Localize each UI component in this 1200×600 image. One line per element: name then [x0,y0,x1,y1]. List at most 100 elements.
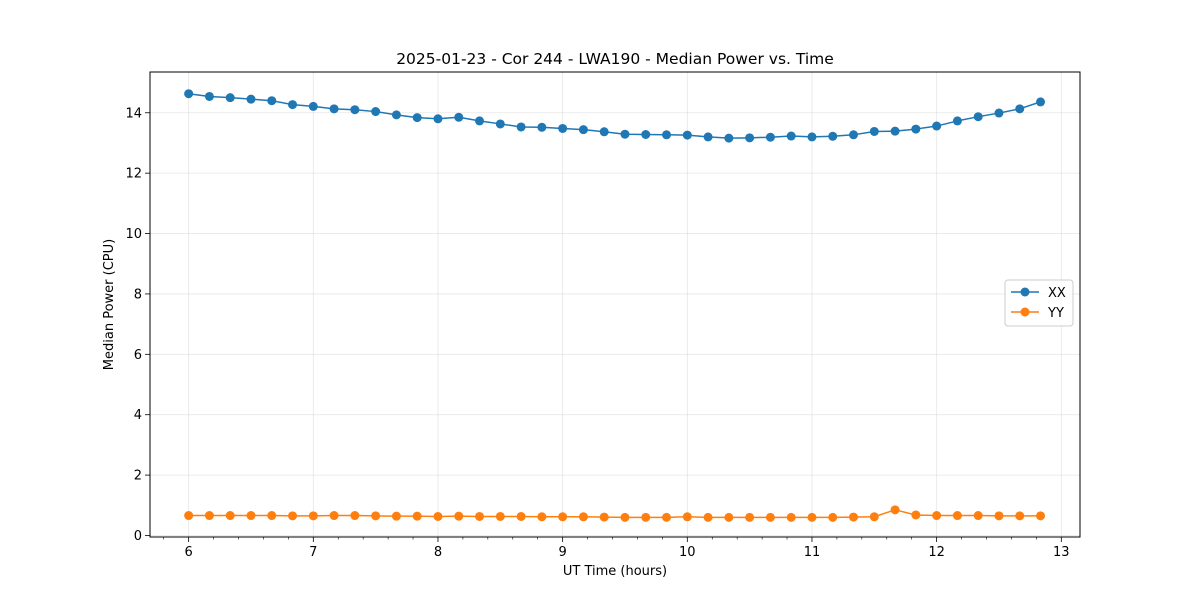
y-tick-label: 2 [134,469,142,484]
data-point-yy [578,512,588,522]
data-point-xx [204,91,214,101]
data-point-yy [1015,511,1025,521]
data-point-yy [558,512,568,522]
y-tick-label: 8 [134,287,142,302]
legend-label-yy: YY [1047,306,1064,321]
x-tick-label: 10 [679,545,696,560]
data-point-xx [225,93,235,103]
data-point-xx [786,131,796,141]
data-point-yy [412,511,422,521]
data-point-xx [516,122,526,132]
data-point-yy [350,511,360,521]
y-axis-label: Median Power (CPU) [102,239,117,370]
plot-frame [149,71,1081,538]
data-point-xx [807,132,817,142]
data-point-xx [952,116,962,126]
data-point-xx [994,108,1004,118]
data-point-xx [932,121,942,131]
data-point-xx [828,131,838,141]
data-point-yy [225,511,235,521]
data-point-yy [952,511,962,521]
data-point-yy [516,511,526,521]
data-point-xx [1015,104,1025,114]
x-tick-label: 13 [1053,545,1070,560]
data-point-yy [246,511,256,521]
x-tick-label: 8 [434,545,442,560]
data-point-yy [890,505,900,515]
axis-ticks: 6 7 8 9 10 11 12 13 0 2 4 6 8 10 12 14 [125,106,1069,560]
data-point-xx [537,122,547,132]
data-point-xx [329,104,339,114]
data-point-yy [662,512,672,522]
y-tick-label: 10 [125,227,142,242]
y-tick-label: 14 [125,106,142,121]
data-point-yy [786,512,796,522]
data-point-xx [288,100,298,110]
data-point-yy [932,511,942,521]
data-point-xx [724,133,734,143]
data-point-xx [849,130,859,140]
data-point-yy [641,512,651,522]
data-point-xx [267,96,277,106]
data-point-xx [558,123,568,133]
data-point-yy [994,511,1004,521]
data-point-xx [578,125,588,135]
data-point-xx [371,107,381,117]
data-point-yy [911,510,921,520]
data-point-xx [662,130,672,140]
data-point-yy [745,512,755,522]
data-point-xx [620,129,630,139]
data-point-xx [495,119,505,129]
x-tick-label: 12 [928,545,945,560]
legend-marker-xx [1020,287,1030,297]
data-point-yy [454,511,464,521]
data-point-yy [371,511,381,521]
data-point-yy [308,511,318,521]
x-axis-label: UT Time (hours) [563,564,667,579]
data-point-xx [246,94,256,104]
data-point-yy [184,511,194,521]
data-point-xx [350,105,360,115]
data-point-xx [475,116,485,126]
data-point-xx [184,89,194,99]
data-point-yy [828,512,838,522]
data-point-yy [765,512,775,522]
data-point-yy [703,512,713,522]
data-point-xx [869,126,879,136]
data-point-xx [599,127,609,137]
data-point-xx [973,112,983,122]
data-point-xx [412,113,422,123]
data-point-xx [911,124,921,134]
data-point-yy [1036,511,1046,521]
data-point-yy [475,511,485,521]
data-point-yy [807,512,817,522]
data-point-xx [391,110,401,120]
data-point-yy [391,511,401,521]
x-tick-label: 6 [185,545,193,560]
data-point-yy [537,512,547,522]
data-point-yy [599,512,609,522]
data-point-yy [433,511,443,521]
data-point-yy [204,511,214,521]
series-layer [184,89,1046,522]
y-tick-label: 0 [134,529,142,544]
data-point-xx [745,133,755,143]
y-tick-label: 12 [125,167,142,182]
data-point-xx [703,132,713,142]
legend-marker-yy [1020,307,1030,317]
data-point-xx [1036,97,1046,107]
grid [150,72,1080,537]
data-point-xx [308,101,318,111]
data-point-xx [433,114,443,124]
data-point-yy [682,512,692,522]
x-tick-label: 11 [804,545,821,560]
data-point-yy [288,511,298,521]
data-point-yy [329,511,339,521]
data-point-xx [890,126,900,136]
data-point-xx [682,130,692,140]
data-point-yy [495,511,505,521]
data-point-xx [641,130,651,139]
legend: XX YY [1004,279,1074,327]
data-point-yy [973,511,983,521]
data-point-yy [869,512,879,522]
